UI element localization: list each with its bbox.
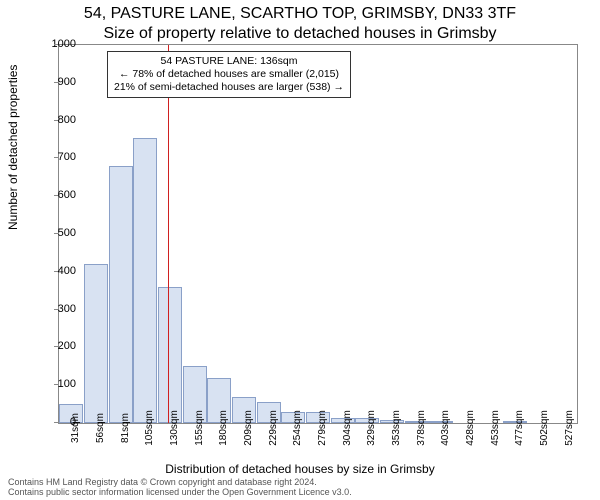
x-tick-label: 209sqm bbox=[243, 410, 254, 446]
x-axis-label: Distribution of detached houses by size … bbox=[0, 462, 600, 476]
title-line-2: Size of property relative to detached ho… bbox=[0, 24, 600, 44]
y-tick-label: 900 bbox=[46, 76, 76, 88]
footer-attribution: Contains HM Land Registry data © Crown c… bbox=[8, 478, 352, 498]
x-tick-label: 229sqm bbox=[268, 410, 279, 446]
x-tick-label: 329sqm bbox=[366, 410, 377, 446]
histogram-bar bbox=[84, 264, 108, 423]
x-tick-label: 477sqm bbox=[514, 410, 525, 446]
plot-area: 54 PASTURE LANE: 136sqm← 78% of detached… bbox=[58, 44, 578, 424]
y-tick-mark bbox=[54, 422, 58, 423]
x-tick-label: 453sqm bbox=[490, 410, 501, 446]
chart-title: 54, PASTURE LANE, SCARTHO TOP, GRIMSBY, … bbox=[0, 0, 600, 44]
x-tick-label: 304sqm bbox=[342, 410, 353, 446]
annotation-line-2: ← 78% of detached houses are smaller (2,… bbox=[114, 68, 344, 81]
x-tick-label: 105sqm bbox=[144, 410, 155, 446]
x-tick-label: 180sqm bbox=[218, 410, 229, 446]
title-line-1: 54, PASTURE LANE, SCARTHO TOP, GRIMSBY, … bbox=[0, 4, 600, 24]
y-tick-mark bbox=[54, 44, 58, 45]
y-tick-label: 300 bbox=[46, 303, 76, 315]
x-tick-label: 31sqm bbox=[70, 413, 81, 443]
x-tick-label: 502sqm bbox=[539, 410, 550, 446]
y-tick-mark bbox=[54, 157, 58, 158]
y-tick-label: 100 bbox=[46, 378, 76, 390]
y-tick-mark bbox=[54, 271, 58, 272]
x-tick-label: 428sqm bbox=[465, 410, 476, 446]
x-tick-label: 81sqm bbox=[120, 413, 131, 443]
y-tick-label: 500 bbox=[46, 227, 76, 239]
x-tick-label: 403sqm bbox=[440, 410, 451, 446]
y-tick-label: 800 bbox=[46, 114, 76, 126]
footer-line-2: Contains public sector information licen… bbox=[8, 488, 352, 498]
y-tick-mark bbox=[54, 384, 58, 385]
histogram-bar bbox=[133, 138, 157, 423]
y-tick-label: 600 bbox=[46, 189, 76, 201]
y-tick-mark bbox=[54, 195, 58, 196]
x-tick-label: 378sqm bbox=[416, 410, 427, 446]
y-tick-mark bbox=[54, 309, 58, 310]
x-tick-label: 279sqm bbox=[317, 410, 328, 446]
y-tick-label: 1000 bbox=[46, 38, 76, 50]
reference-line bbox=[168, 45, 169, 423]
x-tick-label: 155sqm bbox=[194, 410, 205, 446]
annotation-box: 54 PASTURE LANE: 136sqm← 78% of detached… bbox=[107, 51, 351, 98]
y-tick-label: 700 bbox=[46, 151, 76, 163]
annotation-line-3: 21% of semi-detached houses are larger (… bbox=[114, 81, 344, 94]
y-tick-mark bbox=[54, 82, 58, 83]
x-tick-label: 56sqm bbox=[95, 413, 106, 443]
y-tick-mark bbox=[54, 233, 58, 234]
y-tick-label: 200 bbox=[46, 340, 76, 352]
x-tick-label: 254sqm bbox=[292, 410, 303, 446]
histogram-bar bbox=[109, 166, 133, 423]
x-tick-label: 527sqm bbox=[564, 410, 575, 446]
histogram-bar bbox=[158, 287, 182, 423]
annotation-line-1: 54 PASTURE LANE: 136sqm bbox=[114, 55, 344, 68]
y-tick-mark bbox=[54, 120, 58, 121]
x-tick-label: 353sqm bbox=[391, 410, 402, 446]
y-axis-label: Number of detached properties bbox=[6, 65, 20, 230]
y-tick-mark bbox=[54, 346, 58, 347]
x-tick-label: 130sqm bbox=[169, 410, 180, 446]
y-tick-label: 400 bbox=[46, 265, 76, 277]
